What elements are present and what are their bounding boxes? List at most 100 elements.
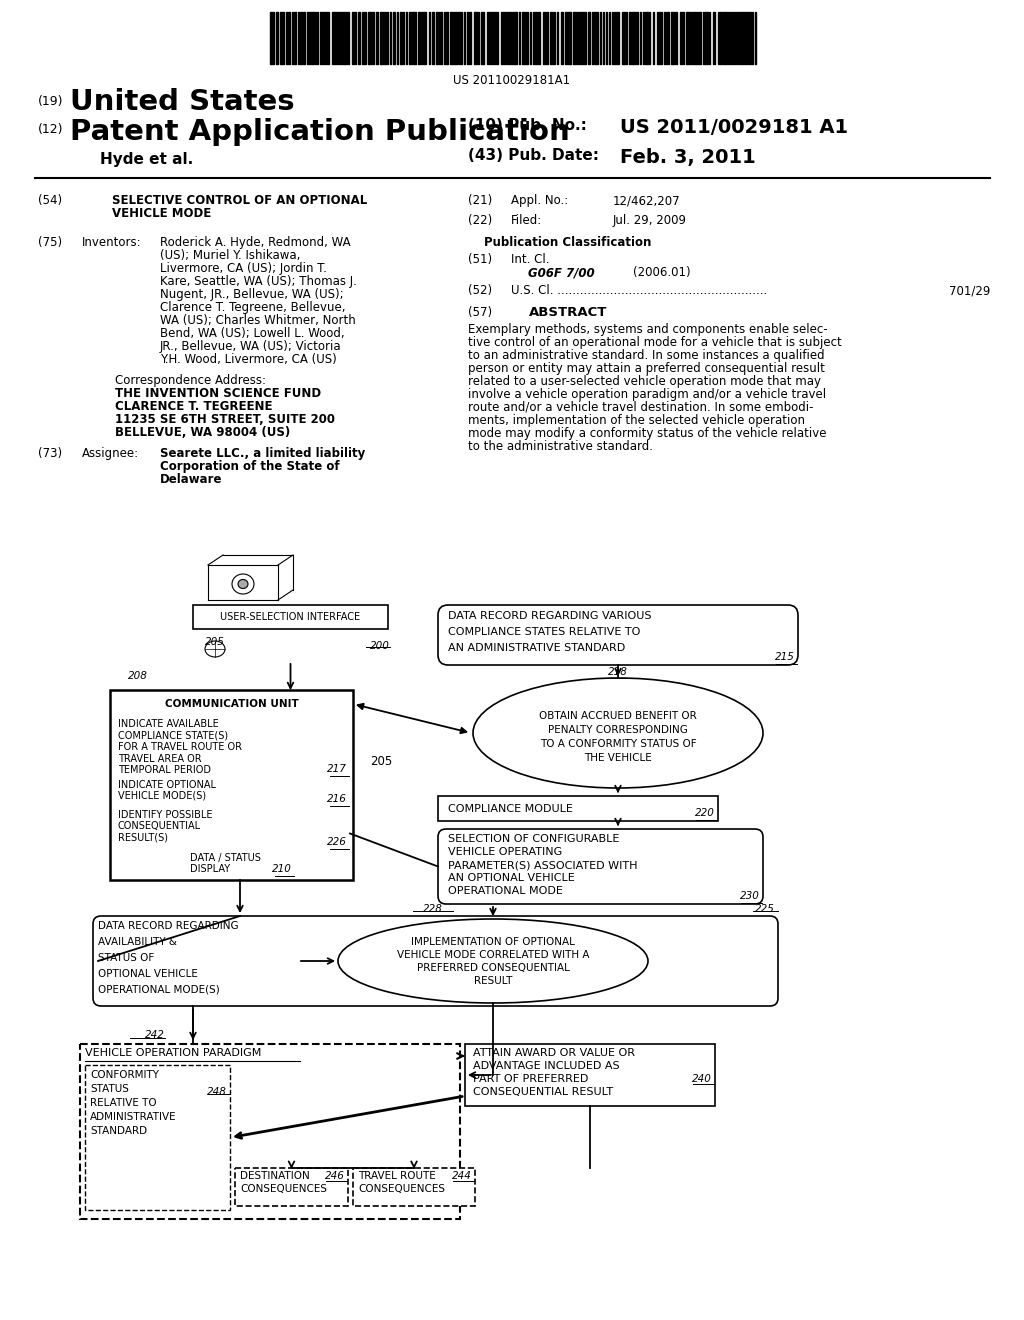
FancyBboxPatch shape (353, 1168, 475, 1206)
Text: ADVANTAGE INCLUDED AS: ADVANTAGE INCLUDED AS (473, 1061, 620, 1071)
Text: Feb. 3, 2011: Feb. 3, 2011 (620, 148, 756, 168)
Text: 217: 217 (327, 764, 347, 774)
Text: Bend, WA (US); Lowell L. Wood,: Bend, WA (US); Lowell L. Wood, (160, 327, 345, 341)
Text: Clarence T. Tegreene, Bellevue,: Clarence T. Tegreene, Bellevue, (160, 301, 345, 314)
Text: CLARENCE T. TEGREENE: CLARENCE T. TEGREENE (115, 400, 272, 413)
Text: to the administrative standard.: to the administrative standard. (468, 440, 653, 453)
Text: 701/29: 701/29 (948, 284, 990, 297)
Text: 228: 228 (423, 904, 443, 913)
Text: Nugent, JR., Bellevue, WA (US);: Nugent, JR., Bellevue, WA (US); (160, 288, 344, 301)
FancyBboxPatch shape (185, 850, 295, 876)
Ellipse shape (232, 574, 254, 594)
Text: Inventors:: Inventors: (82, 236, 141, 249)
Text: Patent Application Publication: Patent Application Publication (70, 117, 569, 147)
Text: Roderick A. Hyde, Redmond, WA: Roderick A. Hyde, Redmond, WA (160, 236, 350, 249)
Text: 226: 226 (327, 837, 347, 847)
FancyBboxPatch shape (85, 1065, 230, 1210)
Text: Hyde et al.: Hyde et al. (100, 152, 194, 168)
Text: STATUS: STATUS (90, 1084, 129, 1094)
Text: COMMUNICATION UNIT: COMMUNICATION UNIT (165, 700, 298, 709)
Text: ABSTRACT: ABSTRACT (528, 306, 607, 319)
Text: AN OPTIONAL VEHICLE: AN OPTIONAL VEHICLE (449, 873, 574, 883)
Text: U.S. Cl. ........................................................: U.S. Cl. ...............................… (511, 284, 767, 297)
Text: Searete LLC., a limited liability: Searete LLC., a limited liability (160, 447, 366, 459)
Text: RESULT: RESULT (474, 975, 512, 986)
FancyBboxPatch shape (438, 829, 763, 904)
Text: involve a vehicle operation paradigm and/or a vehicle travel: involve a vehicle operation paradigm and… (468, 388, 826, 401)
Text: 240: 240 (692, 1074, 712, 1084)
Text: STANDARD: STANDARD (90, 1126, 147, 1137)
Ellipse shape (338, 919, 648, 1003)
FancyBboxPatch shape (438, 605, 798, 665)
FancyBboxPatch shape (80, 1044, 460, 1218)
Text: DISPLAY: DISPLAY (190, 865, 230, 874)
Ellipse shape (205, 642, 225, 657)
Text: RELATIVE TO: RELATIVE TO (90, 1098, 157, 1107)
Text: to an administrative standard. In some instances a qualified: to an administrative standard. In some i… (468, 348, 824, 362)
Text: 246: 246 (326, 1171, 345, 1181)
Text: AVAILABILITY &: AVAILABILITY & (98, 937, 177, 946)
Text: 208: 208 (128, 671, 147, 681)
FancyBboxPatch shape (113, 693, 350, 715)
Text: Livermore, CA (US); Jordin T.: Livermore, CA (US); Jordin T. (160, 261, 327, 275)
Text: (52): (52) (468, 284, 493, 297)
Text: Appl. No.:: Appl. No.: (511, 194, 568, 207)
Text: (54): (54) (38, 194, 62, 207)
Text: INDICATE AVAILABLE: INDICATE AVAILABLE (118, 719, 219, 729)
Text: 205: 205 (370, 755, 392, 768)
Text: SELECTIVE CONTROL OF AN OPTIONAL: SELECTIVE CONTROL OF AN OPTIONAL (112, 194, 368, 207)
Text: person or entity may attain a preferred consequential result: person or entity may attain a preferred … (468, 362, 825, 375)
Text: CONSEQUENCES: CONSEQUENCES (358, 1184, 445, 1195)
Text: Corporation of the State of: Corporation of the State of (160, 459, 340, 473)
Text: TRAVEL AREA OR: TRAVEL AREA OR (118, 754, 202, 763)
Text: (US); Muriel Y. Ishikawa,: (US); Muriel Y. Ishikawa, (160, 249, 300, 261)
Text: VEHICLE OPERATING: VEHICLE OPERATING (449, 847, 562, 857)
Text: PREFERRED CONSEQUENTIAL: PREFERRED CONSEQUENTIAL (417, 964, 569, 973)
Text: PARAMETER(S) ASSOCIATED WITH: PARAMETER(S) ASSOCIATED WITH (449, 861, 638, 870)
Text: INDICATE OPTIONAL: INDICATE OPTIONAL (118, 780, 216, 789)
Text: RESULT(S): RESULT(S) (118, 832, 168, 842)
Text: COMPLIANCE MODULE: COMPLIANCE MODULE (449, 804, 572, 813)
Text: 12/462,207: 12/462,207 (613, 194, 681, 207)
Text: 215: 215 (775, 652, 795, 663)
Text: VEHICLE MODE: VEHICLE MODE (112, 207, 211, 220)
Text: WA (US); Charles Whitmer, North: WA (US); Charles Whitmer, North (160, 314, 355, 327)
Text: COMPLIANCE STATE(S): COMPLIANCE STATE(S) (118, 730, 228, 741)
Text: DATA RECORD REGARDING: DATA RECORD REGARDING (98, 921, 239, 931)
Text: SELECTION OF CONFIGURABLE: SELECTION OF CONFIGURABLE (449, 834, 620, 843)
FancyBboxPatch shape (465, 1044, 715, 1106)
Text: 11235 SE 6TH STREET, SUITE 200: 11235 SE 6TH STREET, SUITE 200 (115, 413, 335, 426)
Text: 230: 230 (740, 891, 760, 902)
Text: Exemplary methods, systems and components enable selec-: Exemplary methods, systems and component… (468, 323, 827, 337)
Text: US 2011/0029181 A1: US 2011/0029181 A1 (620, 117, 848, 137)
Text: Publication Classification: Publication Classification (484, 236, 651, 249)
Text: FOR A TRAVEL ROUTE OR: FOR A TRAVEL ROUTE OR (118, 742, 242, 752)
Text: THE INVENTION SCIENCE FUND: THE INVENTION SCIENCE FUND (115, 387, 322, 400)
Text: TEMPORAL PERIOD: TEMPORAL PERIOD (118, 766, 211, 775)
Text: tive control of an operational mode for a vehicle that is subject: tive control of an operational mode for … (468, 337, 842, 348)
Text: AN ADMINISTRATIVE STANDARD: AN ADMINISTRATIVE STANDARD (449, 643, 626, 653)
Text: DATA RECORD REGARDING VARIOUS: DATA RECORD REGARDING VARIOUS (449, 611, 651, 620)
FancyBboxPatch shape (113, 715, 350, 777)
Text: IMPLEMENTATION OF OPTIONAL: IMPLEMENTATION OF OPTIONAL (411, 937, 574, 946)
Text: COMPLIANCE STATES RELATIVE TO: COMPLIANCE STATES RELATIVE TO (449, 627, 640, 638)
Text: (2006.01): (2006.01) (633, 267, 690, 279)
Text: Y.H. Wood, Livermore, CA (US): Y.H. Wood, Livermore, CA (US) (160, 352, 337, 366)
Text: (22): (22) (468, 214, 493, 227)
Ellipse shape (473, 678, 763, 788)
Text: (10) Pub. No.:: (10) Pub. No.: (468, 117, 587, 133)
Text: JR., Bellevue, WA (US); Victoria: JR., Bellevue, WA (US); Victoria (160, 341, 342, 352)
Text: (12): (12) (38, 123, 63, 136)
Text: 242: 242 (145, 1030, 165, 1040)
Text: DATA / STATUS: DATA / STATUS (190, 853, 261, 863)
Text: G06F 7/00: G06F 7/00 (528, 267, 595, 279)
Text: 220: 220 (695, 808, 715, 818)
FancyBboxPatch shape (113, 777, 350, 807)
Text: VEHICLE MODE(S): VEHICLE MODE(S) (118, 791, 206, 801)
FancyBboxPatch shape (438, 796, 718, 821)
Text: TO A CONFORMITY STATUS OF: TO A CONFORMITY STATUS OF (540, 739, 696, 748)
Text: mode may modify a conformity status of the vehicle relative: mode may modify a conformity status of t… (468, 426, 826, 440)
Text: IDENTIFY POSSIBLE: IDENTIFY POSSIBLE (118, 810, 213, 820)
Text: PENALTY CORRESPONDING: PENALTY CORRESPONDING (548, 725, 688, 735)
Text: (73): (73) (38, 447, 62, 459)
